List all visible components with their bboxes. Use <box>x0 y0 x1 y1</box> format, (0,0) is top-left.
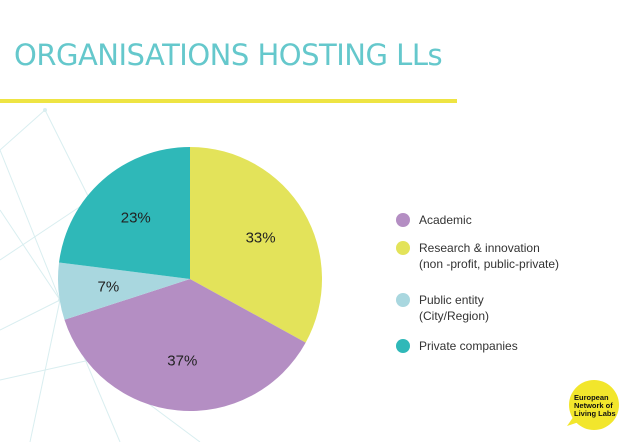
legend-label-2: Public entity (City/Region) <box>419 293 490 323</box>
slide-title: ORGANISATIONS HOSTING LLs <box>14 38 443 72</box>
legend-swatch-0 <box>396 213 410 227</box>
enoll-logo: European Network of Living Labs <box>567 380 619 430</box>
pie-slice-1 <box>64 279 306 412</box>
pie-slice-label-2: 7% <box>98 279 120 296</box>
legend-swatch-1 <box>396 241 410 255</box>
legend-label-0: Academic <box>419 213 472 227</box>
pie-slice-label-1: 37% <box>167 353 197 370</box>
pie-slice-3 <box>59 147 190 279</box>
logo-line-3: Living Labs <box>574 409 616 418</box>
logo-line-2: Network of <box>574 401 613 410</box>
pie-slice-0 <box>190 147 322 343</box>
pie-slice-2 <box>58 262 190 320</box>
legend-label-3: Private companies <box>419 339 518 353</box>
legend-label-1: Research & innovation (non -profit, publi… <box>419 241 560 271</box>
pie-slice-label-3: 23% <box>121 209 151 226</box>
pie-slice-label-0: 33% <box>246 229 276 246</box>
title-underline <box>0 99 457 103</box>
logo-line-1: European <box>574 393 609 402</box>
legend-swatch-2 <box>396 293 410 307</box>
legend-swatch-3 <box>396 339 410 353</box>
